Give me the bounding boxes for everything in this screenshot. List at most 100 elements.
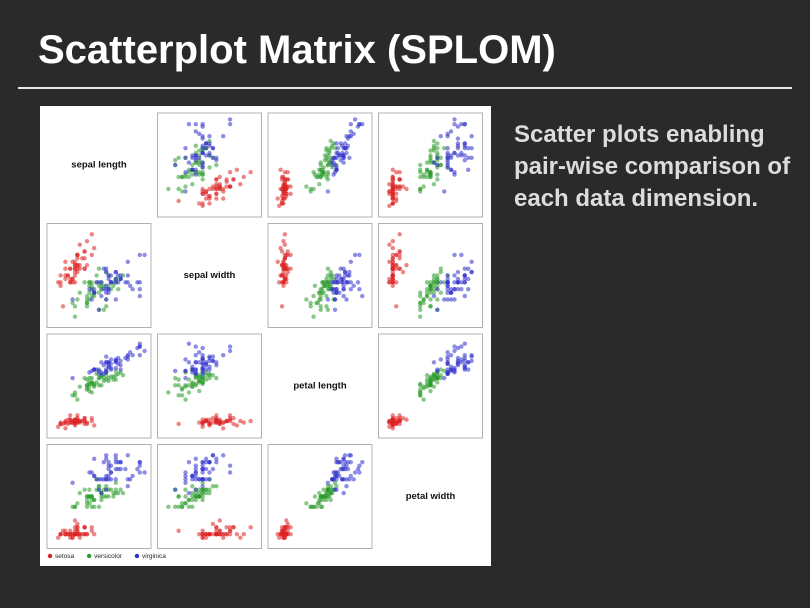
point [421, 385, 426, 391]
point [193, 470, 198, 475]
point [75, 297, 80, 302]
point [448, 368, 454, 374]
point [397, 184, 402, 189]
point [448, 297, 454, 302]
point [197, 170, 202, 175]
point [227, 417, 233, 422]
point [227, 117, 233, 122]
point [193, 487, 198, 492]
point [357, 122, 362, 127]
point [387, 259, 392, 264]
point [125, 484, 130, 489]
point [308, 304, 313, 309]
point [108, 280, 114, 285]
point [203, 456, 209, 461]
point [203, 360, 209, 365]
point [72, 420, 78, 425]
point [120, 490, 126, 496]
point [341, 463, 346, 468]
point [200, 487, 205, 492]
point [390, 420, 395, 425]
point [183, 397, 188, 402]
point [445, 287, 450, 292]
point [104, 283, 109, 288]
point [285, 249, 290, 254]
point [241, 420, 246, 425]
point [193, 490, 198, 496]
point [200, 186, 205, 192]
point [217, 186, 222, 192]
point [207, 186, 212, 192]
point [394, 198, 399, 204]
point [428, 283, 433, 288]
point [317, 290, 322, 295]
point [183, 494, 188, 499]
point [183, 155, 188, 160]
point [190, 162, 195, 168]
point [92, 290, 97, 295]
point [193, 371, 198, 377]
point [281, 273, 286, 278]
point [183, 368, 188, 374]
point [390, 276, 395, 282]
point [282, 256, 288, 261]
point [334, 280, 339, 285]
point [200, 420, 205, 425]
point [89, 297, 94, 302]
point [104, 487, 109, 492]
point [89, 497, 94, 503]
point [137, 252, 142, 258]
point [217, 421, 222, 427]
point [113, 365, 119, 371]
point [179, 174, 185, 180]
point [341, 456, 346, 461]
point [344, 134, 349, 139]
point [321, 497, 326, 503]
point [70, 259, 75, 264]
point [328, 276, 333, 282]
point [207, 477, 212, 482]
point [281, 535, 286, 540]
point [68, 420, 73, 425]
point [387, 420, 392, 425]
point [68, 280, 73, 285]
point [200, 460, 205, 465]
point [317, 182, 322, 187]
point [455, 124, 461, 129]
point [186, 167, 192, 172]
point [70, 276, 75, 282]
point [288, 532, 293, 537]
point [337, 273, 342, 278]
point [347, 269, 352, 275]
point [207, 364, 212, 369]
point [400, 269, 406, 275]
point [421, 397, 426, 402]
point [348, 122, 354, 127]
point [87, 487, 92, 492]
point [319, 494, 325, 499]
point [70, 375, 75, 381]
point [424, 174, 430, 180]
point [325, 297, 331, 302]
point [397, 249, 402, 254]
point [214, 177, 219, 182]
point [469, 134, 474, 139]
point [288, 252, 293, 258]
point [214, 413, 219, 418]
point [106, 276, 111, 282]
point [214, 184, 219, 189]
point [179, 387, 185, 392]
point [58, 532, 63, 537]
point [113, 466, 119, 472]
point [279, 263, 285, 268]
point [214, 460, 219, 465]
point [176, 528, 181, 533]
point [113, 280, 119, 285]
point [197, 378, 202, 384]
point [200, 480, 205, 485]
point [238, 182, 243, 187]
point [318, 160, 323, 165]
point [431, 384, 437, 389]
point [357, 470, 362, 475]
point [200, 191, 205, 196]
